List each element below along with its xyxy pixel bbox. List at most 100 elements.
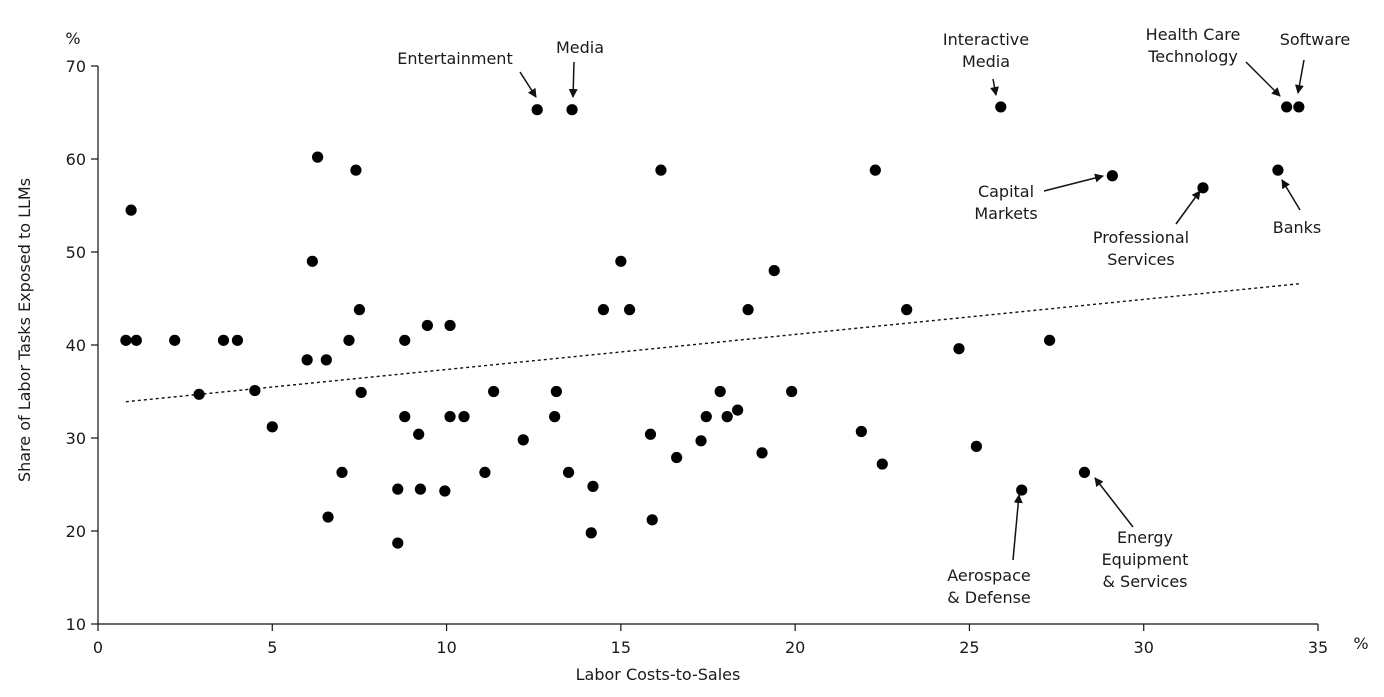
- data-point: [597, 304, 610, 316]
- data-point: [1044, 334, 1056, 346]
- data-point: [125, 204, 137, 216]
- annotation-capital-markets: Capital Markets: [974, 173, 1104, 223]
- x-tick-label: 0: [93, 638, 103, 657]
- data-point: [714, 385, 726, 398]
- data-point: [343, 334, 355, 346]
- data-point: [1272, 164, 1284, 176]
- annotation-label-line: Energy: [1117, 528, 1173, 547]
- annotation-label: Entertainment: [397, 49, 512, 68]
- data-point: [646, 514, 658, 526]
- data-point: [869, 164, 881, 176]
- y-tick-label: 20: [66, 522, 86, 541]
- data-point: [439, 485, 451, 497]
- points-layer: [120, 101, 1305, 549]
- data-point: [266, 421, 278, 433]
- annotation-arrow: [1245, 61, 1281, 97]
- trendline: [125, 282, 1301, 403]
- data-point: [531, 104, 543, 116]
- data-point: [458, 411, 470, 423]
- data-point: [231, 334, 244, 346]
- data-point: [312, 151, 324, 163]
- data-point: [1106, 170, 1118, 182]
- data-point: [695, 435, 707, 447]
- data-point: [336, 466, 348, 479]
- data-point: [566, 104, 578, 116]
- data-point: [392, 483, 404, 495]
- annotation-label-line: Media: [556, 38, 604, 57]
- annotation-label: Aerospace & Defense: [947, 566, 1031, 607]
- data-point: [732, 404, 744, 416]
- x-tick-label: 10: [436, 638, 456, 657]
- data-point: [320, 354, 332, 366]
- trendline-layer: [125, 282, 1301, 403]
- annotation-label: Software: [1280, 30, 1351, 49]
- annotation-label-line: Media: [962, 52, 1010, 71]
- annotation-label-line: & Services: [1102, 572, 1187, 591]
- data-point: [1016, 484, 1028, 496]
- data-point: [756, 447, 768, 459]
- x-tick-label: 20: [785, 638, 805, 657]
- annotation-label: Professional Services: [1093, 228, 1189, 269]
- data-point: [353, 304, 366, 316]
- annotation-media: Media: [556, 38, 604, 98]
- annotation-professional-services: Professional Services: [1093, 190, 1201, 269]
- annotation-label-line: Aerospace: [947, 566, 1030, 585]
- annotation-aerospace-defense: Aerospace & Defense: [947, 494, 1031, 607]
- annotation-label-line: Services: [1107, 250, 1174, 269]
- data-point: [217, 334, 230, 346]
- annotation-label: Energy Equipment & Services: [1102, 528, 1189, 591]
- data-point: [970, 440, 983, 452]
- x-tick-label: 35: [1308, 638, 1328, 657]
- annotation-label-line: Banks: [1273, 218, 1322, 237]
- y-axis-title: Share of Labor Tasks Exposed to LLMs: [15, 178, 34, 482]
- annotation-label-line: & Defense: [947, 588, 1031, 607]
- data-point: [306, 255, 318, 267]
- annotation-arrow: [1012, 494, 1023, 561]
- data-point: [562, 466, 575, 479]
- data-point: [120, 334, 132, 346]
- y-tick-label: 50: [66, 243, 86, 262]
- data-point: [414, 483, 427, 495]
- annotation-label-line: Technology: [1147, 47, 1238, 66]
- data-point: [742, 304, 754, 316]
- data-point: [479, 466, 491, 479]
- x-tick-label: 25: [959, 638, 979, 657]
- annotation-arrow: [990, 78, 999, 96]
- data-point: [249, 384, 261, 397]
- data-point: [721, 411, 733, 423]
- data-point: [1281, 101, 1293, 113]
- data-point: [768, 265, 780, 277]
- y-tick-label: 70: [66, 57, 86, 76]
- data-point: [549, 411, 561, 423]
- annotation-arrow: [1175, 190, 1201, 225]
- data-point: [355, 386, 367, 399]
- annotation-label-line: Health Care: [1146, 25, 1241, 44]
- data-point: [953, 343, 965, 355]
- annotation-arrow: [1094, 477, 1134, 528]
- data-point: [655, 164, 667, 176]
- annotation-label: Capital Markets: [974, 182, 1037, 223]
- axes: 10 20 30 40 50 60 70 0 5 10 15 20 25 30 35: [66, 57, 1329, 657]
- x-tick-label: 5: [267, 638, 277, 657]
- annotations-layer: Entertainment Media Interactive Media Health…: [397, 25, 1350, 607]
- y-tick-label: 10: [66, 615, 86, 634]
- annotation-arrow: [1043, 173, 1104, 192]
- x-axis-unit: %: [1353, 634, 1368, 653]
- data-point: [399, 334, 411, 346]
- data-point: [301, 354, 313, 366]
- y-tick-label: 30: [66, 429, 86, 448]
- annotation-label-line: Capital: [978, 182, 1034, 201]
- data-point: [615, 255, 627, 267]
- data-point: [413, 428, 425, 440]
- data-point: [1293, 101, 1305, 113]
- x-tick-label: 15: [611, 638, 631, 657]
- data-point: [193, 388, 205, 400]
- annotation-arrow: [568, 61, 578, 98]
- annotation-label-line: Interactive: [943, 30, 1029, 49]
- annotation-arrow: [519, 71, 537, 98]
- annotation-label-line: Equipment: [1102, 550, 1189, 569]
- data-point: [995, 101, 1007, 113]
- annotation-arrow: [1295, 59, 1305, 94]
- data-point: [550, 385, 562, 398]
- data-point: [169, 334, 181, 346]
